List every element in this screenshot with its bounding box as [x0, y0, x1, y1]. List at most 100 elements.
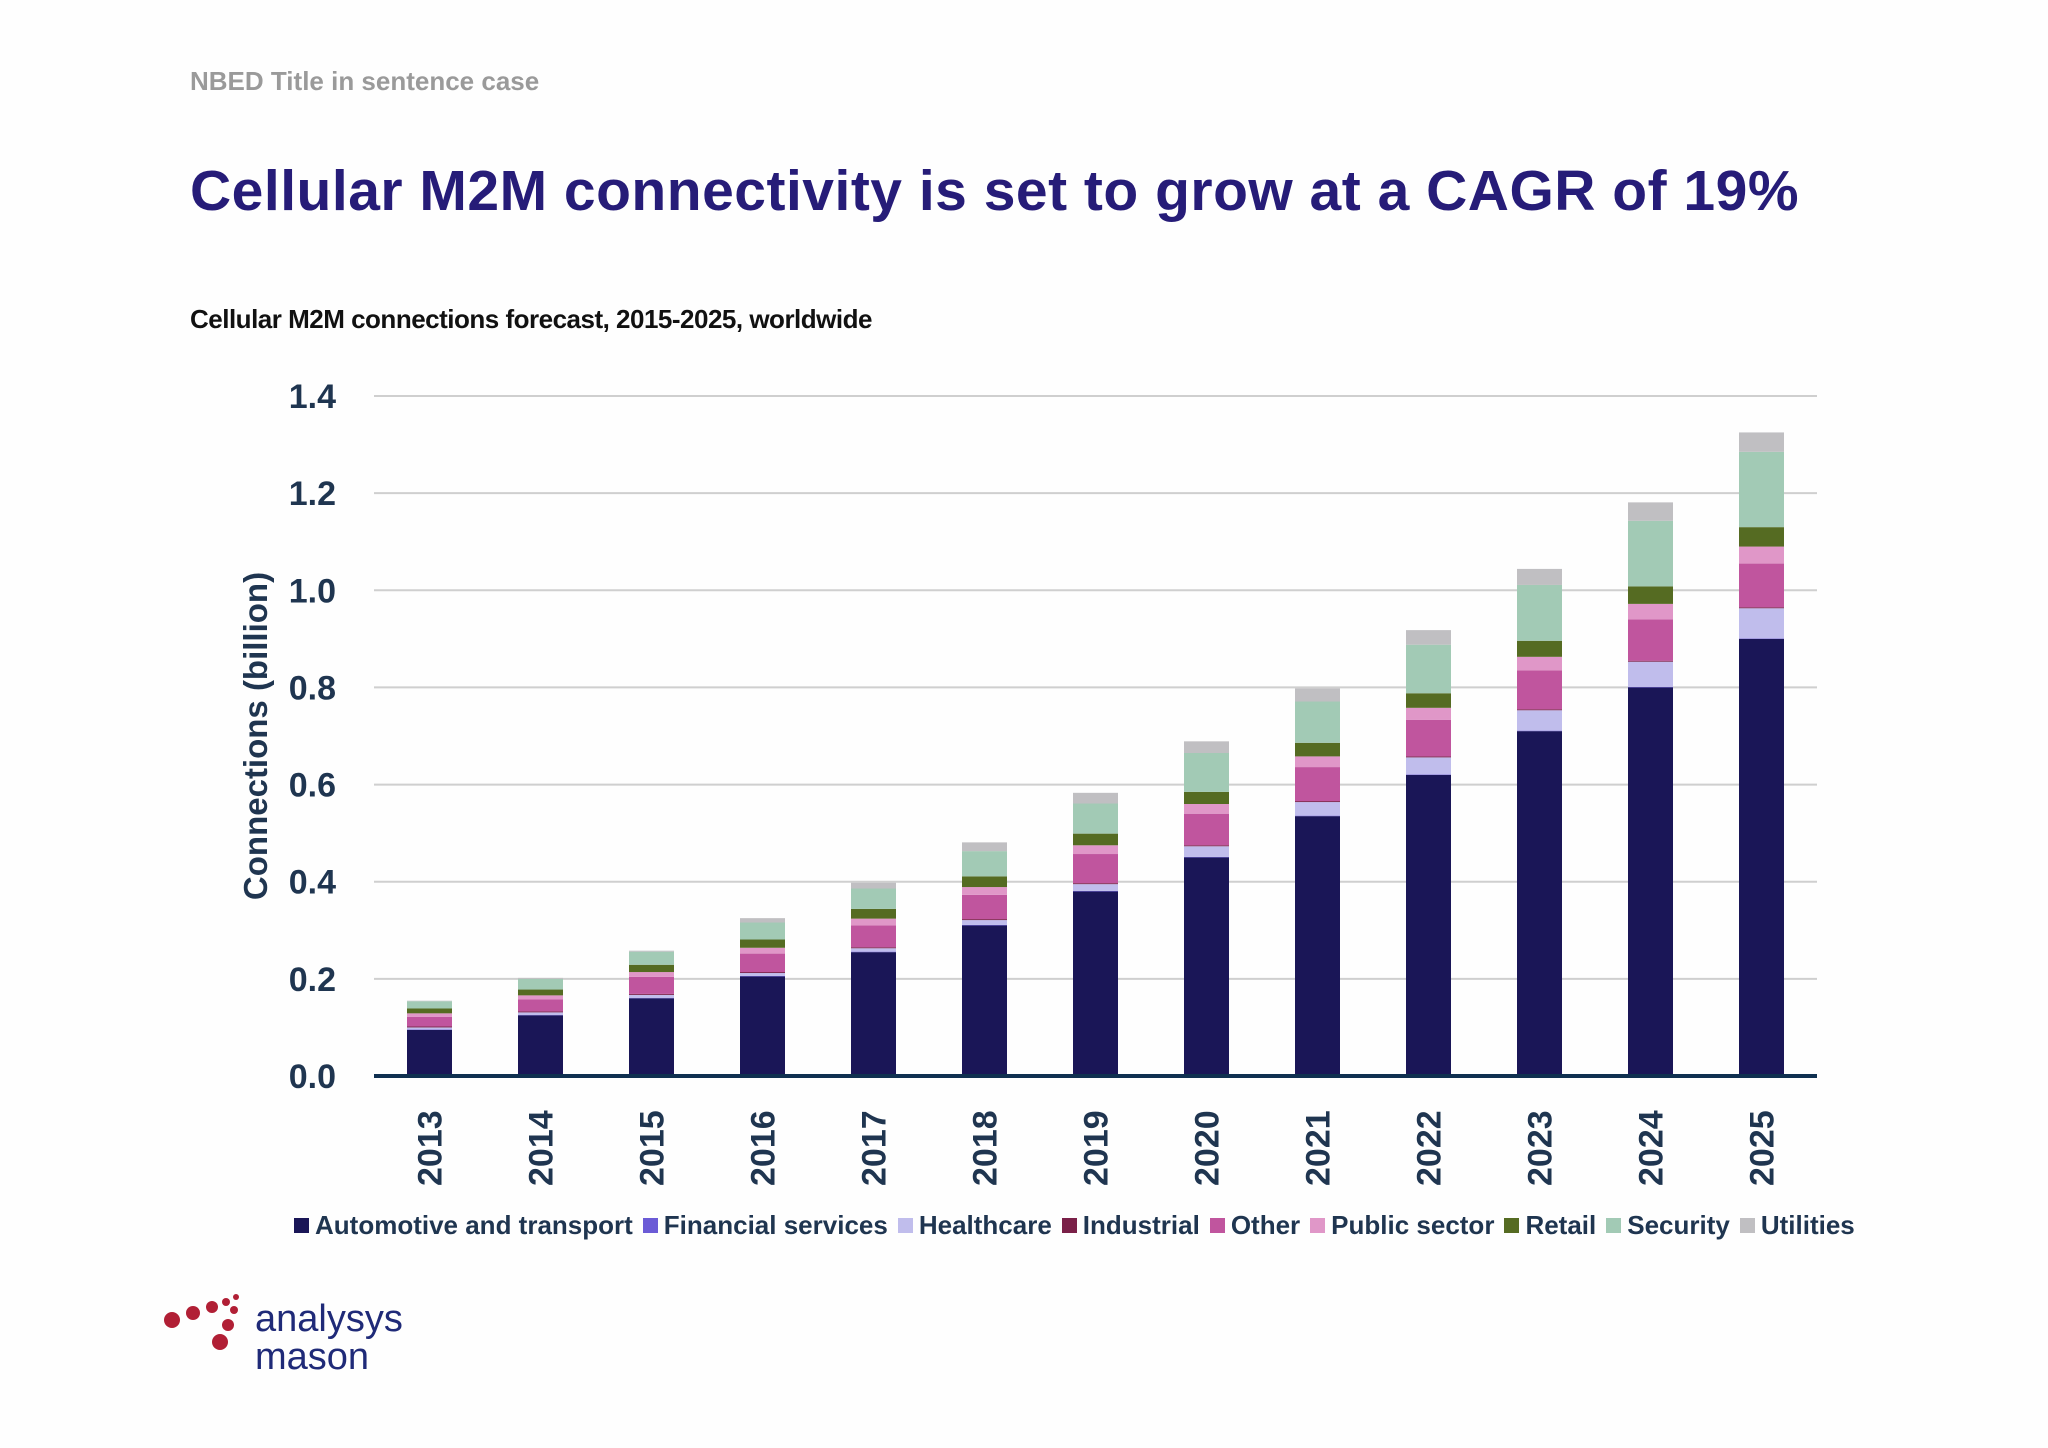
x-tick-label: 2022	[1411, 1110, 1449, 1186]
analysys-mason-logo-icon	[164, 1294, 239, 1350]
bar-segment-security	[407, 1001, 452, 1009]
bar-segment-security	[740, 922, 785, 940]
bar-segment-retail	[1184, 791, 1229, 804]
bar-segment-healthcare	[629, 994, 674, 998]
bar-segment-utilities	[1739, 432, 1784, 452]
bar-segment-utilities	[851, 882, 896, 889]
legend-item: Other	[1209, 1210, 1300, 1241]
legend-label: Industrial	[1082, 1210, 1200, 1240]
bar-segment-utilities	[1184, 741, 1229, 753]
legend-label: Security	[1627, 1210, 1730, 1240]
bar-segment-security	[1184, 753, 1229, 792]
legend-label: Healthcare	[918, 1210, 1052, 1240]
bar-segment-public-sector	[1739, 546, 1784, 564]
legend-swatch	[897, 1218, 913, 1233]
bar-segment-automotive-and-transport	[1184, 857, 1229, 1076]
logo-text-line2: mason	[255, 1336, 370, 1378]
bar-segment-retail	[1739, 527, 1784, 547]
bar-segment-security	[1295, 701, 1340, 743]
bar-segment-other	[518, 999, 563, 1012]
bar-segment-automotive-and-transport	[1295, 816, 1340, 1076]
bar-segment-industrial	[518, 1011, 563, 1013]
bar-segment-security	[1628, 520, 1673, 587]
bar-segment-security	[962, 851, 1007, 877]
bar-segment-utilities	[740, 918, 785, 923]
bar-segment-automotive-and-transport	[1517, 731, 1562, 1076]
y-tick-label: 0.6	[289, 767, 336, 805]
x-tick-label: 2014	[523, 1110, 561, 1186]
legend-swatch	[294, 1218, 309, 1233]
legend-label: Automotive and transport	[315, 1210, 633, 1240]
bar-segment-industrial	[1184, 845, 1229, 847]
bar-segment-public-sector	[1628, 603, 1673, 620]
bar-segment-security	[518, 978, 563, 990]
bar-segment-healthcare	[518, 1012, 563, 1015]
bar-segment-automotive-and-transport	[518, 1015, 563, 1076]
legend-swatch	[1739, 1218, 1755, 1233]
legend-swatch	[1310, 1218, 1326, 1233]
bar-segment-utilities	[1628, 502, 1673, 521]
bar-segment-healthcare	[1295, 802, 1340, 816]
bar-segment-public-sector	[407, 1013, 452, 1017]
y-tick-label: 1.2	[289, 475, 336, 513]
logo-text-line1: analysys	[255, 1298, 403, 1340]
bar-segment-public-sector	[1295, 756, 1340, 768]
bar-segment-utilities	[1295, 688, 1340, 702]
bar-segment-utilities	[1406, 630, 1451, 645]
legend-swatch	[1209, 1218, 1225, 1233]
bar-segment-security	[1517, 584, 1562, 641]
bar-segment-industrial	[1739, 607, 1784, 609]
bar-segment-utilities	[629, 950, 674, 952]
bar-segment-other	[1517, 670, 1562, 710]
bar-segment-industrial	[1517, 709, 1562, 711]
legend-item: Public sector	[1310, 1210, 1494, 1241]
bar-segment-utilities	[518, 977, 563, 979]
bar-segment-public-sector	[851, 918, 896, 926]
bar-segment-utilities	[1073, 792, 1118, 804]
bar-segment-public-sector	[1517, 656, 1562, 671]
legend-label: Financial services	[663, 1210, 888, 1240]
legend-item: Security	[1606, 1210, 1730, 1241]
x-tick-label: 2019	[1078, 1110, 1116, 1186]
bar-segment-healthcare	[407, 1027, 452, 1030]
x-tick-label: 2017	[856, 1110, 894, 1186]
bar-segment-industrial	[851, 947, 896, 949]
bar-segment-healthcare	[1406, 757, 1451, 775]
legend-swatch	[1061, 1218, 1077, 1233]
x-tick-label: 2021	[1300, 1110, 1338, 1186]
bar-segment-retail	[1073, 833, 1118, 846]
bar-segment-industrial	[407, 1026, 452, 1028]
bar-segment-healthcare	[740, 973, 785, 976]
bar-segment-utilities	[962, 842, 1007, 852]
page-title: Cellular M2M connectivity is set to grow…	[190, 159, 1799, 223]
bar-segment-public-sector	[1073, 845, 1118, 855]
bar-segment-public-sector	[629, 972, 674, 977]
bar-segment-public-sector	[740, 947, 785, 954]
x-tick-label: 2013	[412, 1110, 450, 1186]
bar-segment-healthcare	[1739, 608, 1784, 639]
bar-segment-retail	[1295, 742, 1340, 757]
legend-item: Industrial	[1061, 1210, 1200, 1241]
legend-swatch	[642, 1218, 658, 1233]
bar-segment-automotive-and-transport	[740, 976, 785, 1076]
bar-segment-retail	[407, 1008, 452, 1014]
bar-segment-automotive-and-transport	[1073, 891, 1118, 1076]
bar-segment-other	[1739, 563, 1784, 608]
bar-segment-retail	[962, 876, 1007, 888]
bar-segment-other	[1295, 767, 1340, 802]
bar-segment-other	[1406, 719, 1451, 757]
bar-segment-industrial	[1628, 660, 1673, 662]
bar-segment-other	[629, 976, 674, 994]
bar-segment-other	[740, 953, 785, 973]
x-tick-label: 2025	[1744, 1110, 1782, 1186]
bar-segment-industrial	[962, 919, 1007, 921]
bar-segment-security	[629, 951, 674, 965]
bar-segment-healthcare	[851, 948, 896, 952]
legend-item: Utilities	[1739, 1210, 1855, 1241]
supertitle: NBED Title in sentence case	[190, 66, 540, 96]
y-tick-label: 0.0	[289, 1058, 336, 1096]
bar-segment-other	[1628, 619, 1673, 661]
bar-segment-automotive-and-transport	[1628, 687, 1673, 1076]
bar-segment-industrial	[740, 972, 785, 974]
legend-label: Public sector	[1331, 1210, 1495, 1240]
